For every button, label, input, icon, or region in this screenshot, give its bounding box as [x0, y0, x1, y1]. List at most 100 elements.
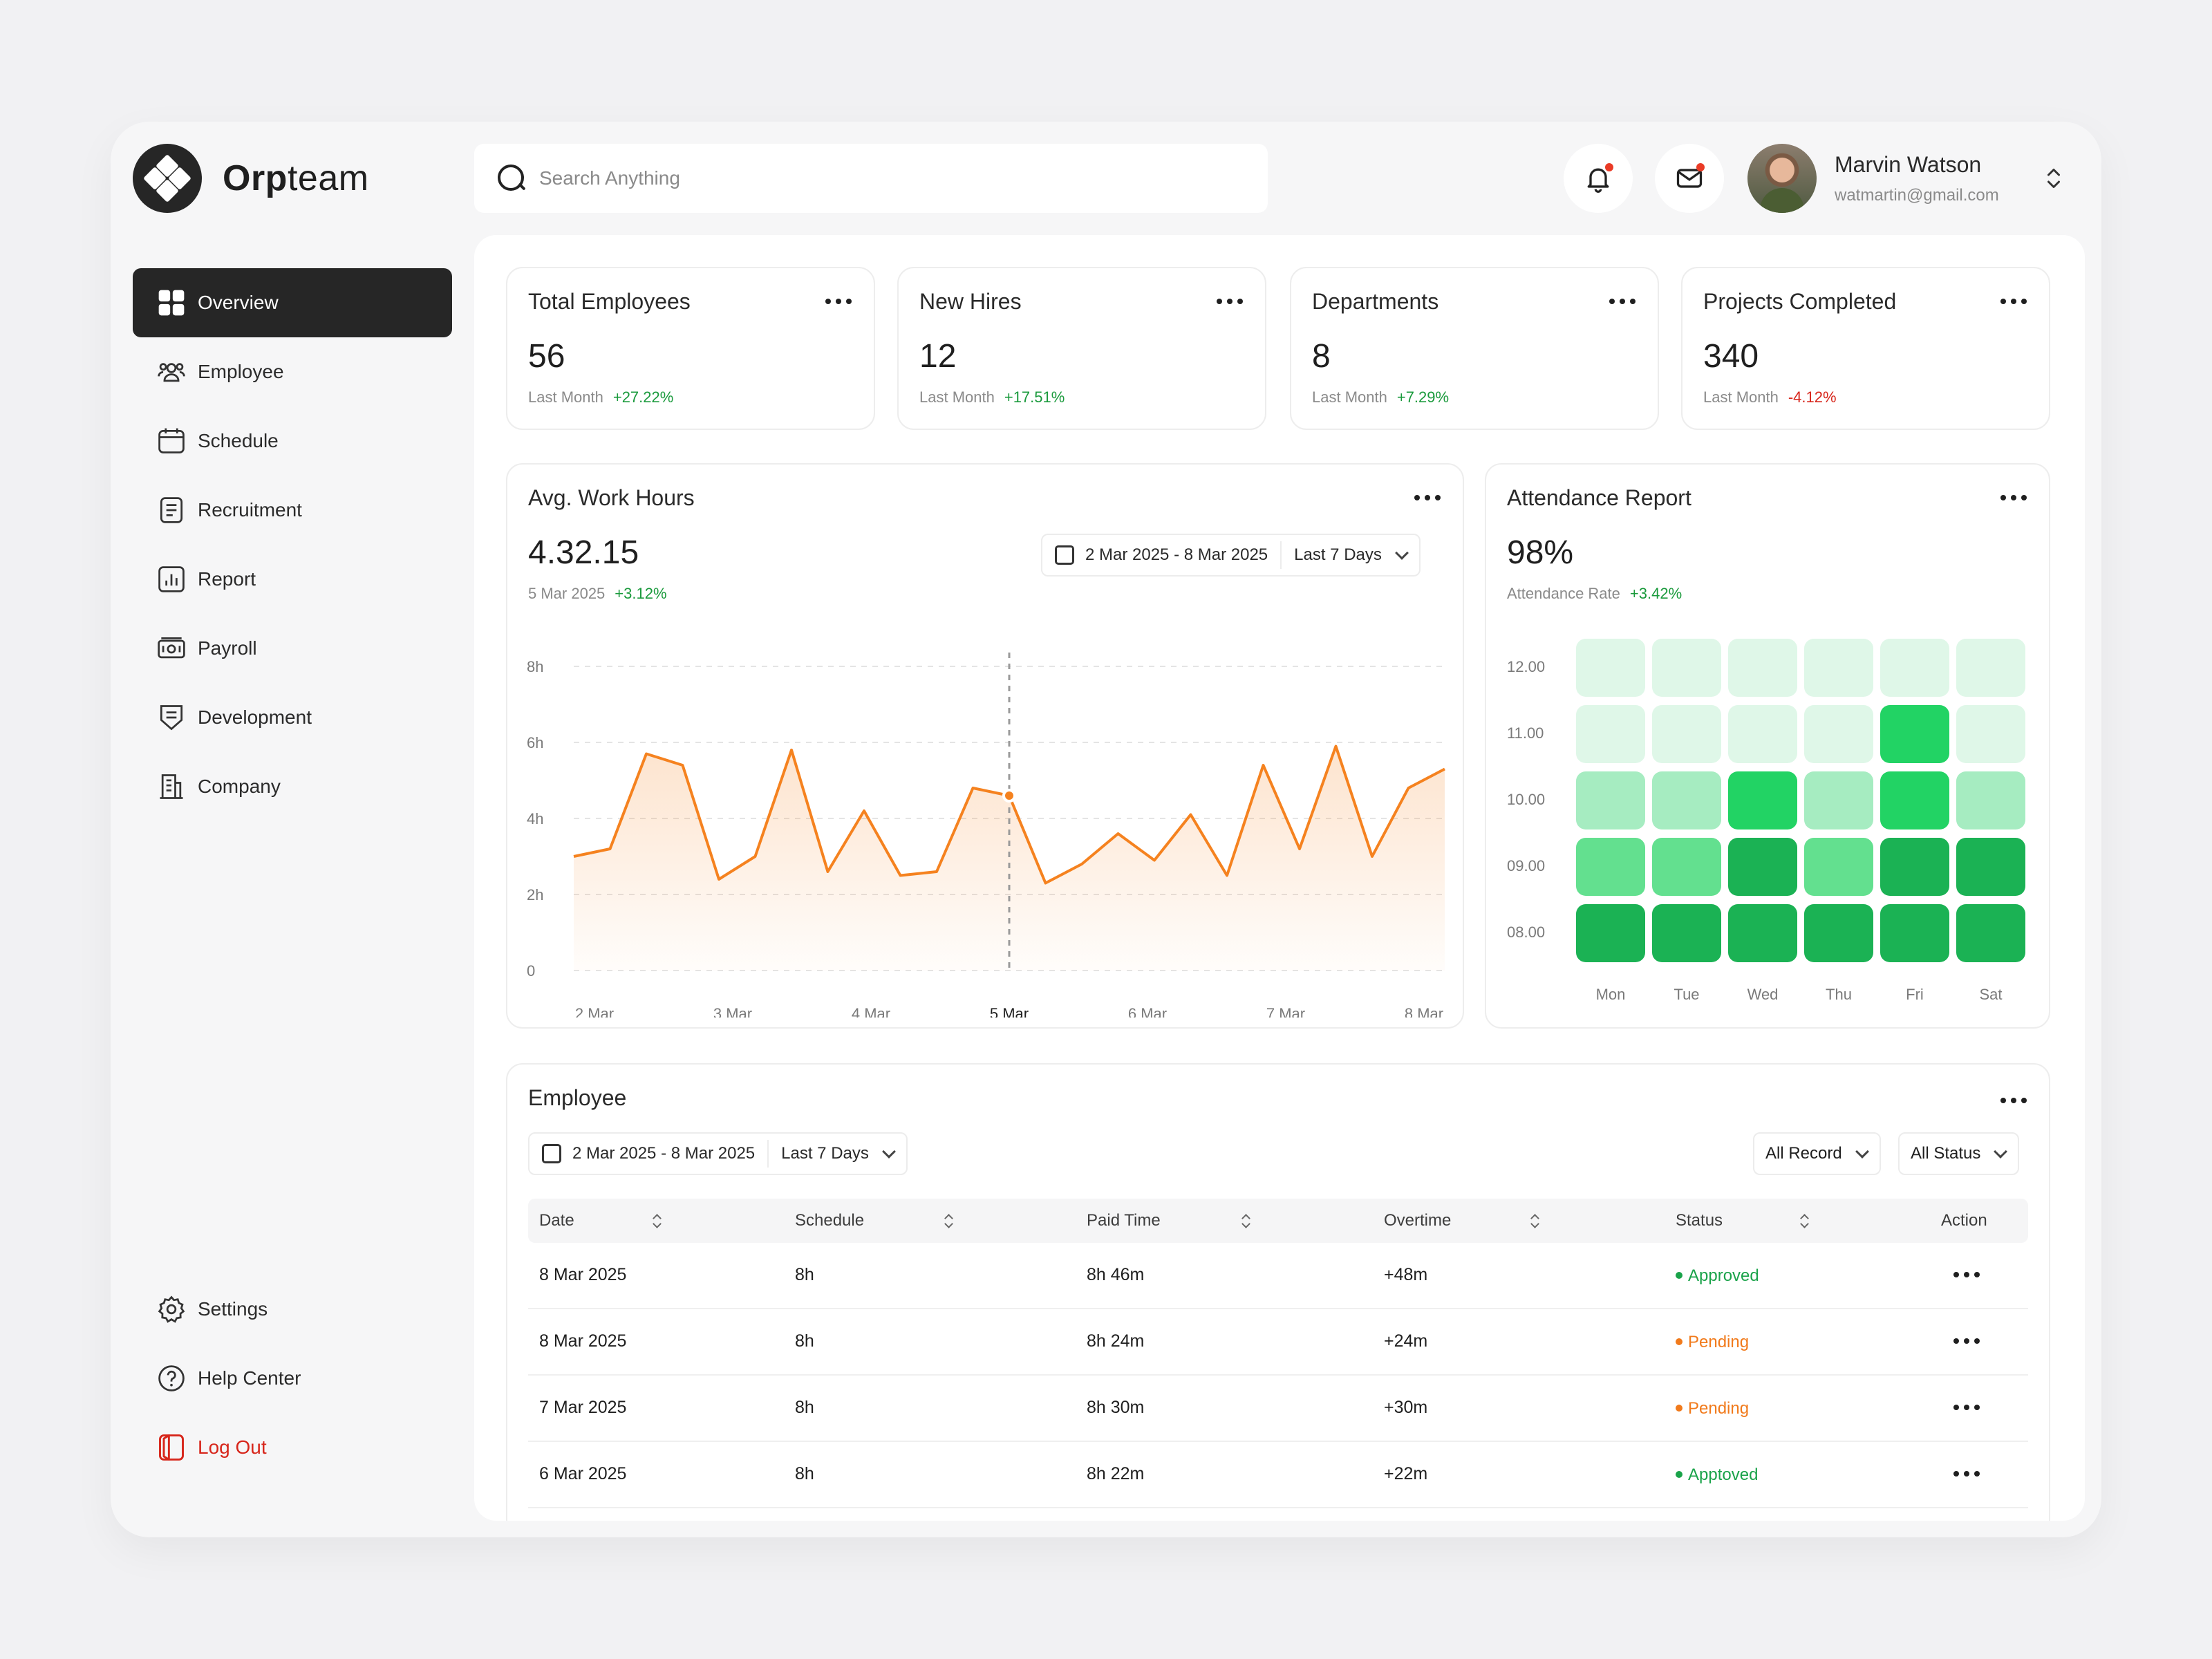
table-row[interactable]: 8 Mar 2025 8h 8h 24m +24m Pending: [528, 1309, 2028, 1376]
sidebar-item-schedule[interactable]: Schedule: [133, 406, 452, 476]
chevron-updown-icon[interactable]: [2043, 165, 2064, 192]
stat-title: Departments: [1312, 289, 1439, 314]
heatmap-cell[interactable]: [1804, 639, 1873, 697]
heatmap-row-label: 10.00: [1507, 791, 1546, 808]
sidebar-item-log-out[interactable]: Log Out: [133, 1413, 452, 1482]
status-filter[interactable]: All Status: [1898, 1132, 2020, 1175]
heatmap-cell[interactable]: [1804, 904, 1873, 962]
heatmap-cell[interactable]: [1880, 639, 1949, 697]
stat-value: 340: [1703, 338, 1759, 375]
heatmap-cell[interactable]: [1576, 705, 1645, 763]
brand-name: Orpteam: [223, 158, 369, 198]
more-icon[interactable]: [2000, 495, 2028, 502]
heatmap-cell[interactable]: [1956, 771, 2025, 830]
table-row[interactable]: 8 Mar 2025 8h 8h 46m +48m Approved: [528, 1243, 2028, 1309]
sort-icon[interactable]: [653, 1214, 661, 1229]
stat-sub: Last Month +7.29%: [1312, 388, 1450, 406]
sidebar-item-company[interactable]: Company: [133, 752, 452, 821]
sidebar-item-help-center[interactable]: Help Center: [133, 1344, 452, 1413]
employee-date-picker[interactable]: 2 Mar 2025 - 8 Mar 2025 Last 7 Days: [528, 1132, 908, 1175]
search-input[interactable]: Search Anything: [539, 167, 680, 189]
sidebar-item-recruitment[interactable]: Recruitment: [133, 476, 452, 545]
work-hours-date-picker[interactable]: 2 Mar 2025 - 8 Mar 2025 Last 7 Days: [1041, 534, 1421, 577]
column-paid-time[interactable]: Paid Time: [1087, 1211, 1161, 1230]
sidebar-item-employee[interactable]: Employee: [133, 337, 452, 406]
heatmap-cell[interactable]: [1956, 705, 2025, 763]
sidebar-item-settings[interactable]: Settings: [133, 1275, 452, 1344]
status-badge: Pending: [1676, 1399, 1749, 1418]
more-icon[interactable]: [1609, 299, 1637, 306]
heatmap-cell[interactable]: [1728, 838, 1797, 896]
logout-icon: [159, 1434, 184, 1461]
document-icon: [160, 497, 183, 523]
heatmap-cell[interactable]: [1880, 904, 1949, 962]
notifications-button[interactable]: [1564, 144, 1633, 213]
period-select[interactable]: Last 7 Days: [1294, 545, 1382, 564]
date-range: 2 Mar 2025 - 8 Mar 2025: [1085, 545, 1268, 564]
user-profile[interactable]: Marvin Watson watmartin@gmail.com: [1747, 144, 1999, 213]
period-select[interactable]: Last 7 Days: [781, 1144, 869, 1163]
sidebar-item-label: Company: [198, 776, 281, 797]
heatmap-cell[interactable]: [1652, 771, 1721, 830]
row-action-icon[interactable]: [1953, 1338, 1981, 1345]
row-action-icon[interactable]: [1953, 1272, 1981, 1279]
row-action-icon[interactable]: [1953, 1471, 1981, 1478]
search-bar[interactable]: Search Anything: [474, 144, 1268, 213]
heatmap-cell[interactable]: [1652, 705, 1721, 763]
heatmap-cell[interactable]: [1652, 904, 1721, 962]
messages-button[interactable]: [1655, 144, 1724, 213]
row-action-icon[interactable]: [1953, 1405, 1981, 1412]
more-icon[interactable]: [1217, 299, 1244, 306]
sort-icon[interactable]: [944, 1214, 953, 1229]
heatmap-cell[interactable]: [1652, 639, 1721, 697]
heatmap-cell[interactable]: [1804, 838, 1873, 896]
column-date[interactable]: Date: [539, 1211, 574, 1230]
sidebar-item-overview[interactable]: Overview: [133, 268, 452, 337]
more-icon[interactable]: [825, 299, 853, 306]
table-row[interactable]: 6 Mar 2025 8h 8h 22m +22m Apptoved: [528, 1442, 2028, 1508]
work-hours-chart[interactable]: 0 2h 4h 6h 8h 2 Mar 3 Mar 4 Mar 5 Mar 6 Mar 7 Mar 8…: [507, 630, 1461, 1018]
heatmap-cell[interactable]: [1804, 705, 1873, 763]
heatmap-cell[interactable]: [1804, 771, 1873, 830]
heatmap-cell[interactable]: [1576, 639, 1645, 697]
column-overtime[interactable]: Overtime: [1384, 1211, 1452, 1230]
brand-logo[interactable]: Orpteam: [133, 144, 369, 213]
heatmap-cell[interactable]: [1956, 904, 2025, 962]
heatmap-cell[interactable]: [1576, 904, 1645, 962]
cell-schedule: 8h: [795, 1265, 814, 1284]
heatmap-cell[interactable]: [1652, 838, 1721, 896]
attendance-heatmap: 12.00 11.00 10.00 09.00 08.00 Mon Tue Wed Thu Fri…: [1486, 465, 2052, 1030]
cell-date: 8 Mar 2025: [539, 1265, 627, 1284]
sidebar-item-label: Log Out: [198, 1436, 267, 1458]
column-schedule[interactable]: Schedule: [795, 1211, 865, 1230]
status-badge: Apptoved: [1676, 1465, 1758, 1485]
heatmap-cell[interactable]: [1956, 838, 2025, 896]
heatmap-cell[interactable]: [1576, 838, 1645, 896]
heatmap-cell[interactable]: [1728, 904, 1797, 962]
more-icon[interactable]: [1414, 495, 1442, 502]
sidebar-item-development[interactable]: Development: [133, 683, 452, 752]
more-icon[interactable]: [2000, 299, 2028, 306]
sidebar-item-label: Report: [198, 568, 256, 590]
heatmap-cell[interactable]: [1880, 705, 1949, 763]
table-row[interactable]: 7 Mar 2025 8h 8h 30m +30m Pending: [528, 1376, 2028, 1442]
heatmap-cell[interactable]: [1728, 771, 1797, 830]
cell-paid-time: 8h 24m: [1087, 1331, 1145, 1351]
heatmap-cell[interactable]: [1728, 639, 1797, 697]
more-icon[interactable]: [2000, 1098, 2028, 1105]
sort-icon[interactable]: [1800, 1214, 1808, 1229]
heatmap-cell[interactable]: [1880, 771, 1949, 830]
heatmap-cell[interactable]: [1576, 771, 1645, 830]
sort-icon[interactable]: [1530, 1214, 1539, 1229]
heatmap-cell[interactable]: [1728, 705, 1797, 763]
record-filter[interactable]: All Record: [1753, 1132, 1881, 1175]
column-status[interactable]: Status: [1676, 1211, 1723, 1230]
sidebar-item-payroll[interactable]: Payroll: [133, 614, 452, 683]
x-tick-label: 3 Mar: [713, 1005, 752, 1018]
heatmap-cell[interactable]: [1956, 639, 2025, 697]
stat-sub: Last Month +17.51%: [919, 388, 1065, 406]
heatmap-row-label: 08.00: [1507, 924, 1546, 941]
heatmap-cell[interactable]: [1880, 838, 1949, 896]
sort-icon[interactable]: [1241, 1214, 1250, 1229]
sidebar-item-report[interactable]: Report: [133, 545, 452, 614]
